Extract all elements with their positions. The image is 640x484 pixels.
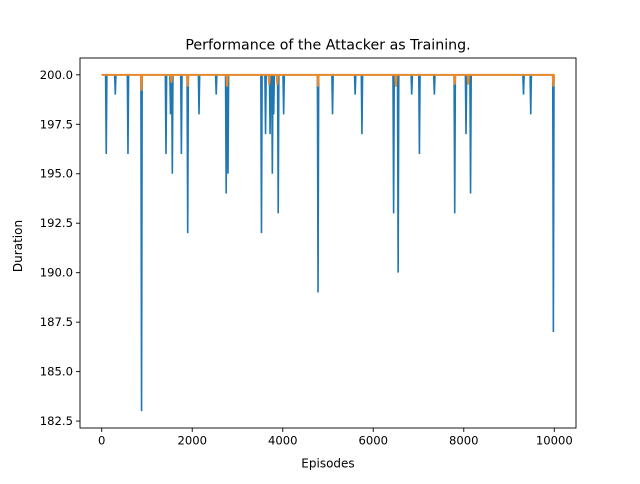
x-tick-label: 2000 [177,434,207,448]
y-tick-label: 200.0 [40,68,73,82]
x-tick-label: 8000 [449,434,479,448]
x-tick-label: 0 [98,434,105,448]
plot-area [101,73,556,412]
x-axis-label: Episodes [301,457,354,471]
axes: 0 2000 4000 6000 8000 10000 182.5 185.0 187.5 190… [40,57,577,448]
series-line-2 [101,73,556,91]
axes-frame [79,57,577,429]
y-axis-label: Duration [11,220,25,272]
y-tick-label: 190.0 [40,266,73,280]
series-line-1 [101,74,555,412]
chart-title: Performance of the Attacker as Training. [185,38,470,54]
y-tick-label: 195.0 [40,167,73,181]
x-tick-label: 4000 [268,434,298,448]
y-tick-label: 197.5 [40,117,73,131]
y-tick-label: 185.0 [40,365,73,379]
y-tick-label: 182.5 [40,414,73,428]
x-tick-label: 6000 [358,434,388,448]
x-tick-label: 10000 [536,434,573,448]
y-tick-label: 192.5 [40,216,73,230]
y-tick-label: 187.5 [40,315,73,329]
